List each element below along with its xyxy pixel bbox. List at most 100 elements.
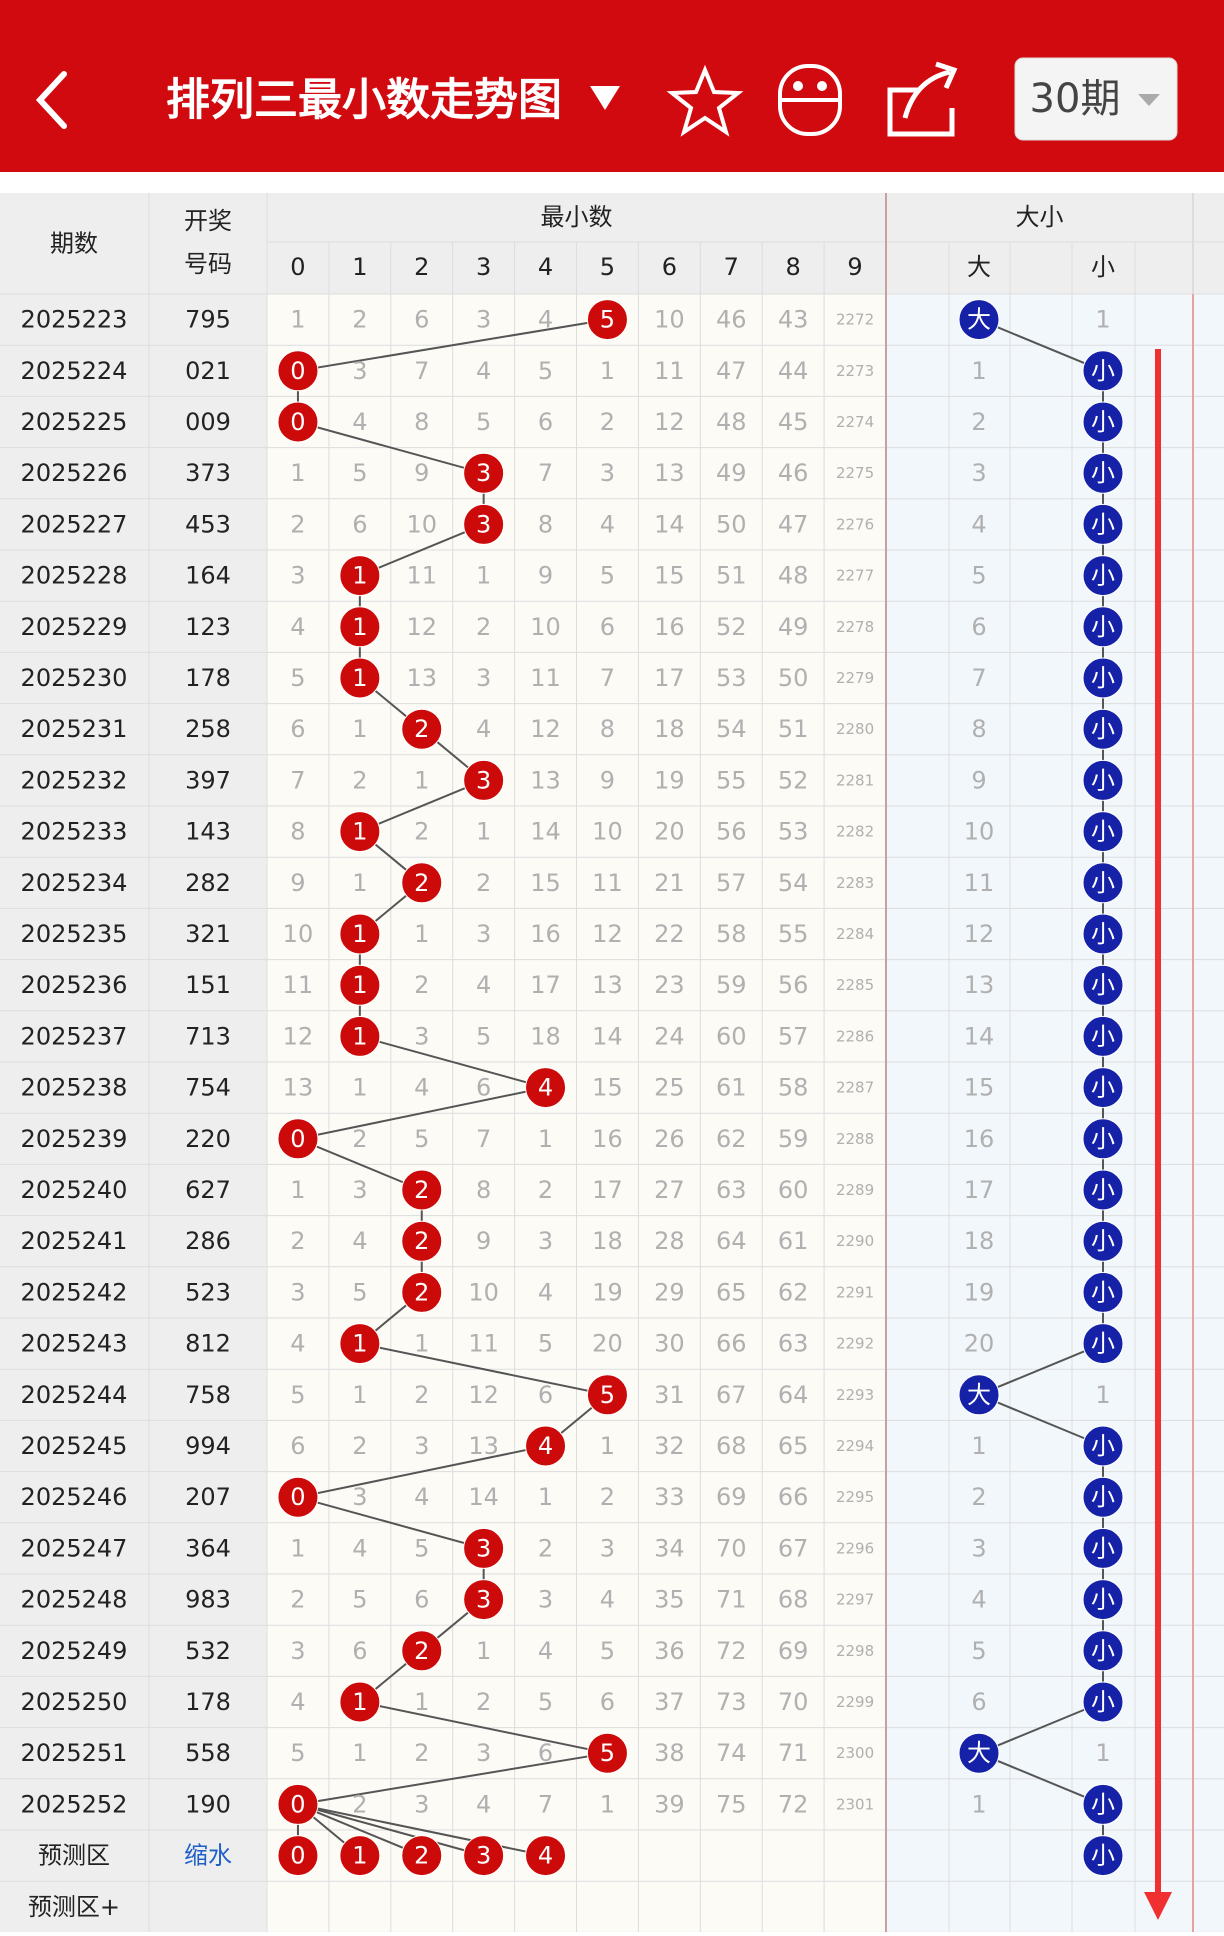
miss-count: 60 [778,1176,809,1204]
header-number: 开奖 [184,207,232,235]
prediction-line [297,1803,423,1857]
issue: 2025230 [21,664,128,692]
miss-count: 2 [600,408,615,436]
miss-count: 1 [352,715,367,743]
size: 小 [1091,1483,1115,1511]
miss-count: 6 [352,1637,367,1665]
min-digit-ball [463,503,505,545]
trend-table: 期数开奖号码最小数 大小0 1 2 3 4 5 6 7 8 9 大小2025223 795 1 2 6 3 4 5 1… [0,193,1224,1933]
size: 小 [1091,1125,1115,1153]
miss-count: 2286 [836,1027,874,1045]
size-ball [1082,1169,1124,1211]
robot-icon[interactable] [778,64,842,136]
prediction-digit: 2 [414,1842,429,1870]
size-ball [1082,913,1124,955]
miss-count: 4 [538,1637,553,1665]
miss-count: 22 [654,920,685,948]
issue: 2025246 [21,1483,128,1511]
miss-count: 66 [778,1483,809,1511]
miss-count: 4 [600,1586,615,1614]
miss-count: 3 [352,1483,367,1511]
size-ball [1082,964,1124,1006]
size: 小 [1091,1227,1115,1255]
draw-number: 178 [185,1688,231,1716]
header-digit: 6 [662,253,677,281]
draw-number: 021 [185,357,231,385]
size-ball [1082,1476,1124,1518]
miss-count: 3 [600,1534,615,1562]
prediction-line [297,1803,484,1857]
favorite-icon[interactable] [666,64,744,137]
header-min: 最小数 [541,203,613,231]
miss-count: 3 [352,1176,367,1204]
miss-count: 7 [476,1125,491,1153]
issue: 2025232 [21,766,128,794]
miss-count: 12 [592,920,623,948]
min-digit: 4 [538,1074,553,1102]
scroll-arrow-head [1144,1892,1172,1920]
issue: 2025224 [21,357,128,385]
miss-count: 1 [414,920,429,948]
miss-count: 8 [538,510,553,538]
min-digit-ball [401,862,443,904]
min-digit: 2 [414,1227,429,1255]
miss-count: 6 [538,1739,553,1767]
size: 小 [1091,1330,1115,1358]
miss-count: 10 [406,510,437,538]
prediction-digit-ball [401,1835,443,1877]
issue: 2025251 [21,1739,128,1767]
miss-count: 1 [414,766,429,794]
draw-number: 258 [185,715,231,743]
miss-count: 48 [778,562,809,590]
min-digit-ball [277,401,319,443]
miss-count: 54 [778,869,809,897]
prediction-size: 小 [1091,1842,1115,1870]
min-digit: 1 [352,920,367,948]
miss-count: 6 [352,510,367,538]
size: 小 [1091,1790,1115,1818]
miss-count: 65 [716,1278,747,1306]
min-digit: 1 [352,664,367,692]
title-dropdown[interactable] [590,86,620,110]
size-ball [1082,1783,1124,1825]
miss-count: 2 [290,1227,305,1255]
header-digit: 2 [414,253,429,281]
miss-count: 2 [476,869,491,897]
miss-count: 72 [716,1637,747,1665]
miss-count: 17 [592,1176,623,1204]
miss-count: 6 [290,715,305,743]
miss-count: 1 [290,1534,305,1562]
miss-count: 2 [352,306,367,334]
miss-count: 1 [538,1125,553,1153]
min-digit: 3 [476,459,491,487]
size-ball [1082,350,1124,392]
miss-count: 13 [592,971,623,999]
miss-count: 17 [654,664,685,692]
miss-count: 67 [716,1381,747,1409]
miss-count: 44 [778,357,809,385]
period-selector[interactable] [1014,57,1178,141]
draw-number: 453 [185,510,231,538]
miss-count: 2274 [836,413,874,431]
min-digit: 5 [600,1381,615,1409]
miss-count: 8 [414,408,429,436]
prediction-digit-ball [463,1835,505,1877]
miss-count: 35 [654,1586,685,1614]
miss-count: 15 [530,869,561,897]
miss-count: 58 [716,920,747,948]
back-button[interactable] [35,71,67,129]
draw-number: 397 [185,766,231,794]
miss-count: 69 [778,1637,809,1665]
size-miss: 1 [1095,1739,1110,1767]
miss-count: 16 [592,1125,623,1153]
header-digit: 1 [352,253,367,281]
miss-count: 2 [352,766,367,794]
draw-number: 321 [185,920,231,948]
min-digit: 1 [352,1688,367,1716]
share-icon[interactable] [887,61,958,137]
draw-number: 282 [185,869,231,897]
draw-number: 983 [185,1586,231,1614]
issue: 2025239 [21,1125,128,1153]
miss-count: 3 [290,1637,305,1665]
